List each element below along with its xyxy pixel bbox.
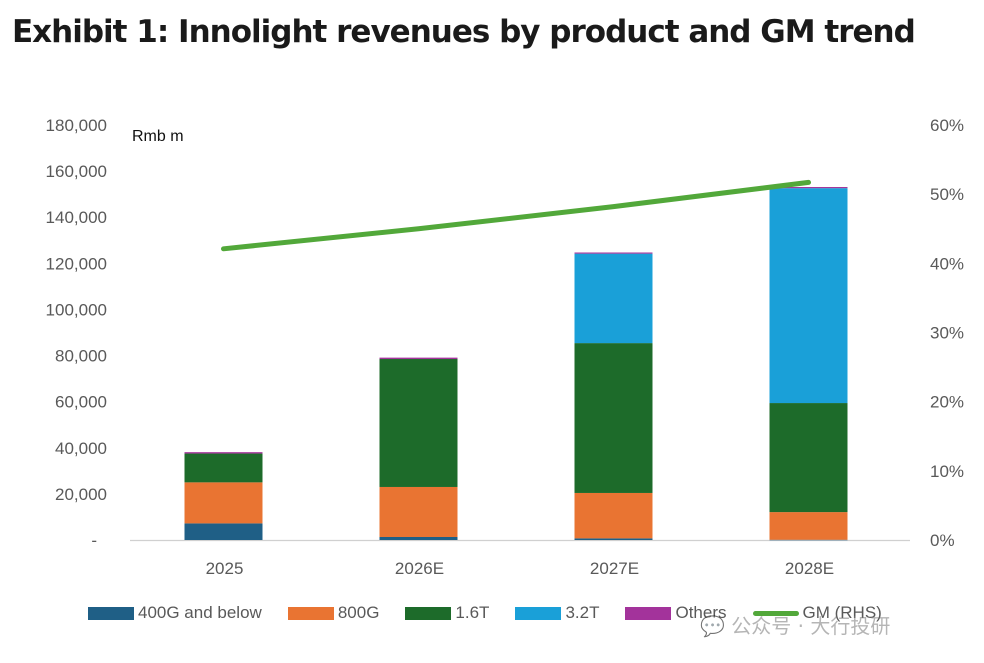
watermark: 💬 公众号 · 大行投研 bbox=[700, 610, 890, 639]
legend-item-800g: 800G bbox=[287, 603, 380, 623]
bar-segment-1-6t-2028e bbox=[769, 403, 848, 513]
bar-segment-1-6t-2026e bbox=[379, 359, 458, 487]
bar-segment-400g-and-below-2028e bbox=[769, 539, 848, 541]
y-tick-label: 60,000 bbox=[55, 393, 107, 412]
y-tick-label: 80,000 bbox=[55, 347, 107, 366]
legend-label: 3.2T bbox=[565, 603, 600, 622]
legend-swatch bbox=[405, 606, 452, 620]
y-tick-label: 20,000 bbox=[55, 485, 107, 504]
x-tick-label: 2026E bbox=[395, 559, 444, 578]
y-tick-label: 40,000 bbox=[55, 439, 107, 458]
y2-tick-label: 40% bbox=[930, 254, 964, 273]
legend-swatch bbox=[515, 606, 562, 620]
legend-label: Others bbox=[675, 603, 727, 622]
legend-swatch bbox=[752, 610, 799, 616]
legend-item-gm-rhs-: GM (RHS) bbox=[752, 603, 882, 623]
x-axis: 2025 2026E 2027E 2028E bbox=[206, 559, 835, 578]
bar-segment-800g-2026e bbox=[379, 486, 458, 538]
x-tick-label: 2028E bbox=[785, 559, 834, 578]
gm-line bbox=[221, 179, 811, 252]
legend-item-400g-and-below: 400G and below bbox=[88, 603, 262, 623]
legend-label: 800G bbox=[337, 603, 380, 622]
x-tick-label: 2027E bbox=[590, 559, 639, 578]
legend-label: GM (RHS) bbox=[802, 603, 882, 622]
y-axis-unit-label: Rmb m bbox=[132, 128, 184, 145]
bar-segment-400g-and-below-2025 bbox=[184, 523, 263, 540]
y-axis-right: 0% 10% 20% 30% 40% 50% 60% bbox=[930, 116, 964, 550]
bar-segment-others-2026e bbox=[379, 357, 458, 360]
bar-segment-1-6t-2025 bbox=[184, 453, 263, 483]
legend-item-1-6t: 1.6T bbox=[405, 603, 489, 623]
bar-segment-800g-2027e bbox=[574, 492, 653, 539]
y-tick-label: 160,000 bbox=[46, 162, 107, 181]
y-tick-label: 100,000 bbox=[46, 300, 107, 319]
legend-swatch bbox=[287, 606, 334, 620]
bar-segment-3-2t-2028e bbox=[769, 188, 848, 404]
bar-segment-800g-2025 bbox=[184, 482, 263, 524]
legend-label: 400G and below bbox=[138, 603, 262, 622]
y-tick-label: 140,000 bbox=[46, 208, 107, 227]
y-axis-left: - 20,000 40,000 60,000 80,000 100,000 120,000 1… bbox=[46, 116, 107, 550]
legend-swatch bbox=[88, 606, 134, 620]
y2-tick-label: 0% bbox=[930, 531, 955, 550]
legend-item-3-2t: 3.2T bbox=[515, 603, 599, 623]
y-tick-label: - bbox=[91, 531, 97, 550]
legend-item-others: Others bbox=[625, 603, 727, 623]
y-tick-label: 120,000 bbox=[46, 254, 107, 273]
bar-segment-1-6t-2027e bbox=[574, 343, 653, 493]
y2-tick-label: 20% bbox=[930, 393, 964, 412]
legend: 400G and below 800G 1.6T 3.2T Others GM (RHS) bbox=[88, 603, 908, 623]
bar-segment-others-2028e bbox=[769, 187, 848, 189]
bar-segment-800g-2028e bbox=[769, 512, 848, 540]
legend-label: 1.6T bbox=[455, 603, 490, 622]
bars-group bbox=[184, 187, 848, 541]
chart-title: Exhibit 1: Innolight revenues by product… bbox=[12, 14, 916, 50]
y2-tick-label: 60% bbox=[930, 116, 964, 135]
legend-swatch bbox=[625, 606, 672, 620]
bar-segment-400g-and-below-2027e bbox=[574, 538, 653, 540]
y2-tick-label: 30% bbox=[930, 324, 964, 343]
bar-segment-others-2025 bbox=[184, 452, 263, 454]
bar-segment-3-2t-2027e bbox=[574, 253, 653, 344]
wechat-icon: 💬 bbox=[700, 614, 725, 638]
y2-tick-label: 50% bbox=[930, 185, 964, 204]
y-tick-label: 180,000 bbox=[46, 116, 107, 135]
bar-segment-others-2027e bbox=[574, 252, 653, 254]
y2-tick-label: 10% bbox=[930, 462, 964, 481]
gm-line-group bbox=[221, 179, 811, 252]
x-tick-label: 2025 bbox=[206, 559, 244, 578]
bar-segment-400g-and-below-2026e bbox=[379, 537, 458, 540]
watermark-text: 公众号 · 大行投研 bbox=[731, 614, 891, 638]
